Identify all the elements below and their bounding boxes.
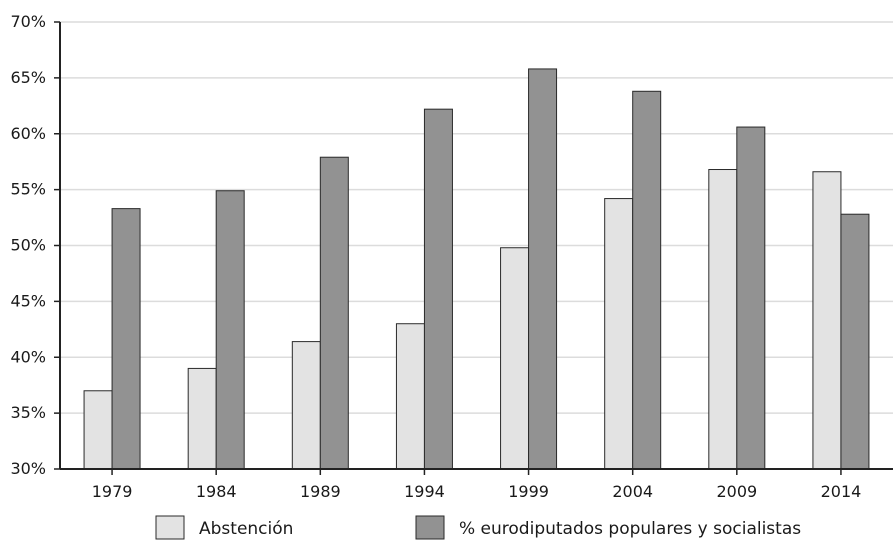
legend-label: Abstención	[199, 519, 293, 539]
x-tick-label: 2009	[716, 482, 757, 501]
y-tick-label: 70%	[10, 12, 46, 31]
bar-abstencion	[708, 169, 738, 470]
bar-abstencion	[500, 247, 530, 470]
bar-abstencion	[291, 341, 321, 470]
legend-label: % eurodiputados populares y socialistas	[459, 519, 801, 539]
y-tick-label: 35%	[10, 403, 46, 422]
bar-abstencion	[812, 171, 842, 470]
bar-eurodiputados	[319, 156, 349, 470]
x-tick-label: 1989	[300, 482, 341, 501]
bar-eurodiputados	[111, 208, 141, 470]
gridlines	[60, 21, 893, 414]
y-tick-label: 60%	[10, 124, 46, 143]
x-tick-label: 1979	[92, 482, 133, 501]
y-tick-label: 40%	[10, 347, 46, 366]
bar-abstencion	[187, 367, 217, 470]
bar-abstencion	[395, 323, 425, 470]
y-tick-label: 45%	[10, 291, 46, 310]
bars	[83, 68, 870, 470]
x-tick-label: 1994	[404, 482, 445, 501]
bar-eurodiputados	[423, 108, 453, 470]
bar-eurodiputados	[215, 190, 245, 470]
legend-swatch	[415, 515, 445, 540]
bar-abstencion	[83, 390, 113, 470]
x-tick-label: 1999	[508, 482, 549, 501]
y-axis-ticks: 30% 35% 40% 45% 50% 55% 60% 65% 70%	[10, 12, 60, 478]
legend: Abstención % eurodiputados populares y so…	[155, 515, 801, 540]
y-tick-label: 55%	[10, 180, 46, 199]
x-tick-label: 2004	[612, 482, 653, 501]
bar-eurodiputados	[840, 213, 870, 470]
y-tick-label: 65%	[10, 68, 46, 87]
x-axis-ticks: 1979 1984 1989 1994 1999 2004 2009 2014	[92, 469, 862, 501]
bar-eurodiputados	[528, 68, 558, 470]
x-tick-label: 2014	[821, 482, 862, 501]
bar-eurodiputados	[632, 90, 662, 470]
y-tick-label: 50%	[10, 236, 46, 255]
bar-abstencion	[604, 198, 634, 470]
x-tick-label: 1984	[196, 482, 237, 501]
bar-eurodiputados	[736, 126, 766, 470]
y-tick-label: 30%	[10, 459, 46, 478]
legend-swatch	[155, 515, 185, 540]
